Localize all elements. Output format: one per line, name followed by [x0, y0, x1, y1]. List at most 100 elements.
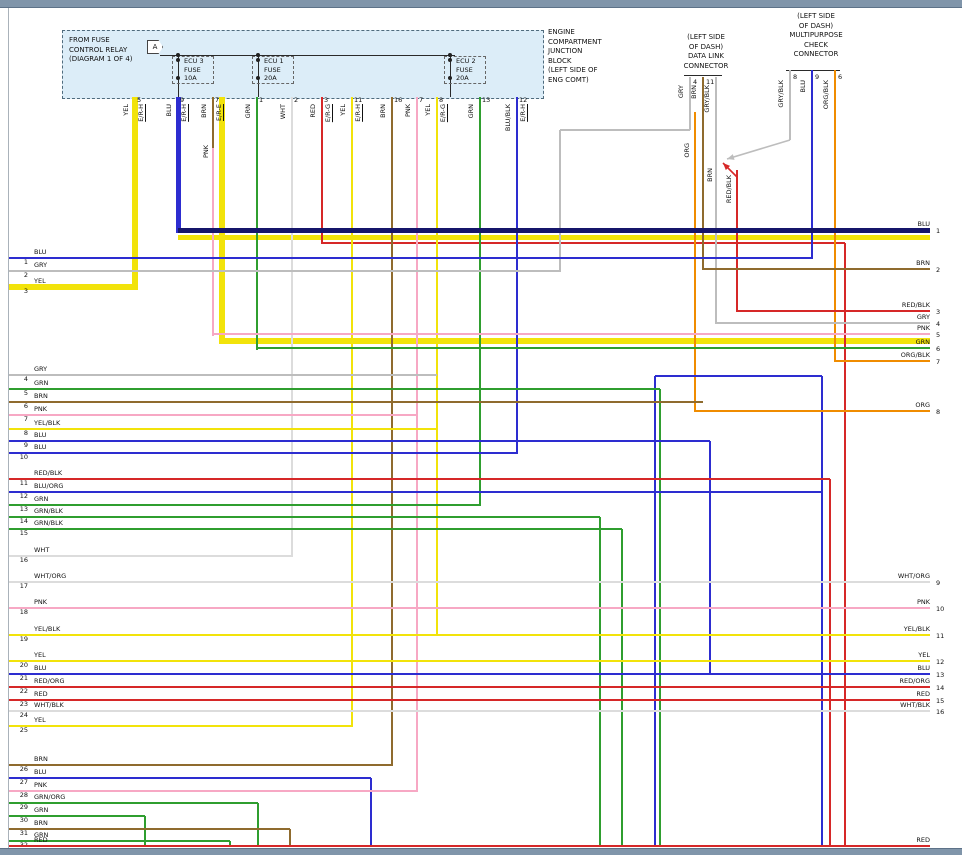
arrowhead — [727, 154, 735, 160]
wire-left-row-6 — [8, 401, 703, 403]
wire-segment — [289, 829, 291, 846]
wire-right-row-2 — [703, 268, 930, 270]
wire-left-row-28 — [8, 790, 417, 792]
connector-label: E/R-H — [137, 104, 145, 122]
wire-left-row-20 — [8, 660, 930, 662]
wire-segment — [256, 97, 258, 350]
left-row-number: 25 — [19, 726, 28, 734]
wire-color-label: GRN — [244, 104, 252, 119]
left-row-color-label: BRN — [34, 819, 48, 827]
right-row-color-label: RED/BLK — [901, 301, 930, 309]
pin-number: 13 — [482, 96, 491, 104]
pin-number: 8 — [793, 73, 798, 81]
right-row-number: 9 — [936, 579, 941, 587]
pin-number: 11 — [706, 78, 715, 86]
wire-left-row-14 — [8, 516, 600, 518]
wire-left-row-22 — [8, 686, 930, 688]
junction-dot — [448, 58, 452, 62]
wire-segment — [436, 97, 438, 636]
left-row-color-label: BLU — [34, 768, 47, 776]
left-row-number: 12 — [19, 492, 28, 500]
left-row-number: 19 — [19, 635, 28, 643]
junction-dot — [256, 76, 260, 80]
window-top-bar — [0, 0, 962, 8]
wire-left-row-12 — [8, 491, 822, 493]
pin-number: 9 — [180, 96, 185, 104]
diagram-left-border — [8, 8, 9, 848]
wire-segment — [821, 376, 823, 846]
wire-segment — [176, 97, 181, 233]
left-row-color-label: WHT/BLK — [34, 701, 64, 709]
wire-color-label: WHT — [279, 104, 287, 120]
left-row-number: 24 — [19, 711, 28, 719]
wire-segment — [222, 338, 930, 344]
junction-dot — [176, 58, 180, 62]
wire-left-row-8 — [8, 428, 437, 430]
connector-label: E/R-H — [180, 104, 188, 122]
left-row-color-label: PNK — [34, 781, 48, 789]
arrowhead — [723, 163, 731, 171]
wire-color-label: YEL — [339, 104, 347, 116]
left-row-color-label: GRY — [34, 365, 48, 373]
pin-number: 3 — [324, 96, 329, 104]
pin-number: 9 — [815, 73, 820, 81]
junction-block-caption: ENGINE COMPARTMENT JUNCTION BLOCK (LEFT … — [548, 28, 602, 84]
wire-color-label: BLU — [165, 104, 173, 117]
pin-number: 7 — [215, 96, 220, 104]
wire-bottom-row — [8, 845, 930, 847]
left-row-number: 30 — [19, 816, 28, 824]
wire-segment — [655, 375, 822, 377]
wire-left-row-32 — [8, 840, 230, 842]
left-row-number: 4 — [23, 375, 28, 383]
left-row-number: 18 — [19, 608, 28, 616]
left-row-number: 20 — [19, 661, 28, 669]
wire-left-row-13 — [8, 504, 480, 506]
fuse-box — [172, 56, 214, 84]
fuse-box — [252, 56, 294, 84]
left-row-number: 13 — [19, 505, 28, 513]
left-row-color-label: GRN — [34, 831, 49, 839]
junction-dot — [448, 53, 452, 57]
right-row-number: 2 — [936, 266, 941, 274]
wire-left-row-17 — [8, 581, 930, 583]
right-row-color-label: YEL — [918, 651, 930, 659]
wire-color-label: RED — [309, 104, 317, 118]
connector-label: E/R-H — [354, 104, 362, 122]
wire-color-label: BLU/BLK — [504, 104, 512, 132]
left-row-color-label: BRN — [34, 755, 48, 763]
wire-color-label: BLU — [799, 80, 807, 93]
data-link-connector-caption: (LEFT SIDE OF DASH) DATA LINK CONNECTOR — [683, 33, 729, 70]
connector-label: E/R-E — [215, 104, 223, 122]
left-row-number: 7 — [23, 415, 28, 423]
wire-segment — [789, 70, 791, 140]
wire-color-label: PNK — [404, 104, 412, 118]
left-row-color-label: YEL/BLK — [34, 419, 61, 427]
left-row-color-label: BLU — [34, 248, 47, 256]
fuse-label: ECU 3 FUSE 10A — [184, 57, 204, 82]
wire-left-row-4 — [8, 374, 437, 376]
left-row-color-label: RED — [34, 690, 48, 698]
wire-segment — [709, 441, 711, 674]
pin-number: 6 — [838, 73, 843, 81]
left-row-color-label: BRN — [34, 392, 48, 400]
left-row-color-label: GRN/BLK — [34, 519, 63, 527]
left-row-number: 3 — [23, 287, 28, 295]
left-row-number: 27 — [19, 778, 28, 786]
wire-segment — [654, 376, 656, 846]
left-row-number: 26 — [19, 765, 28, 773]
wire-left-row-25 — [8, 725, 352, 727]
connector-label: E/R-G — [439, 104, 447, 123]
left-row-color-label: YEL — [34, 716, 46, 724]
left-row-number: 29 — [19, 803, 28, 811]
right-row-number: 10 — [936, 605, 945, 613]
left-row-number: 23 — [19, 700, 28, 708]
wire-segment — [219, 97, 225, 344]
wire-left-row-30 — [8, 815, 145, 817]
left-row-color-label: GRN — [34, 495, 49, 503]
right-row-number: 3 — [936, 308, 941, 316]
left-row-color-label: RED/BLK — [34, 469, 63, 477]
wire-segment — [132, 97, 138, 290]
left-row-number: 10 — [19, 453, 28, 461]
left-row-color-label: YEL — [34, 277, 46, 285]
